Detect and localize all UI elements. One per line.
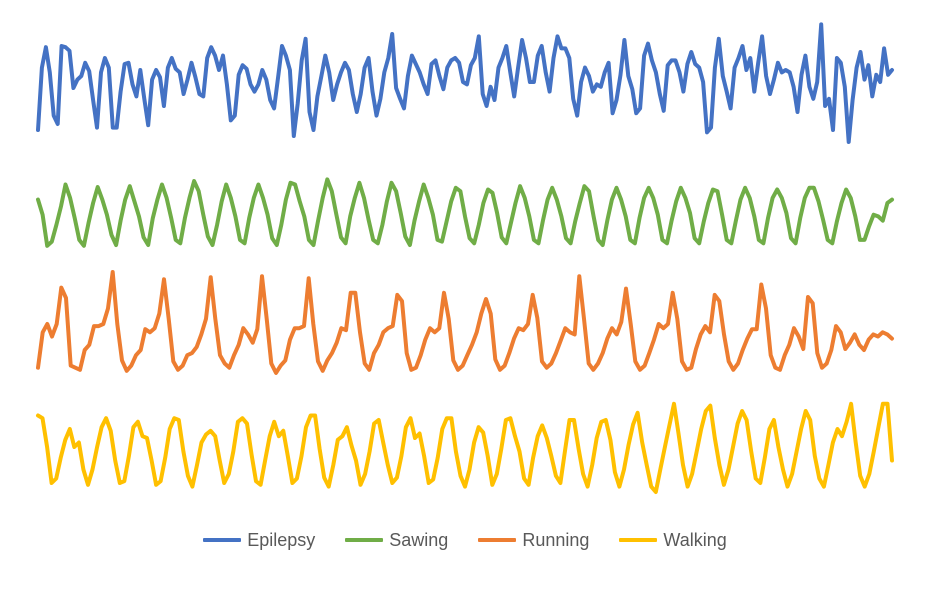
legend-label-epilepsy: Epilepsy	[247, 529, 316, 550]
series-group	[36, 22, 894, 494]
legend: Epilepsy Sawing Running Walking	[0, 526, 930, 554]
legend-item-epilepsy: Epilepsy	[203, 530, 315, 551]
legend-swatch-epilepsy	[203, 538, 242, 542]
legend-swatch-sawing	[345, 538, 384, 542]
legend-label-walking: Walking	[663, 529, 727, 550]
series-line-epilepsy	[36, 22, 894, 144]
legend-item-walking: Walking	[619, 529, 727, 551]
series-line-sawing	[36, 177, 894, 248]
legend-item-sawing: Sawing	[345, 530, 448, 551]
legend-swatch-running	[478, 538, 517, 542]
series-line-walking	[36, 401, 894, 494]
legend-label-sawing: Sawing	[389, 529, 449, 550]
legend-label-running: Running	[522, 529, 590, 550]
series-line-running	[36, 270, 894, 375]
legend-swatch-walking	[619, 538, 658, 542]
legend-item-running: Running	[478, 530, 589, 551]
